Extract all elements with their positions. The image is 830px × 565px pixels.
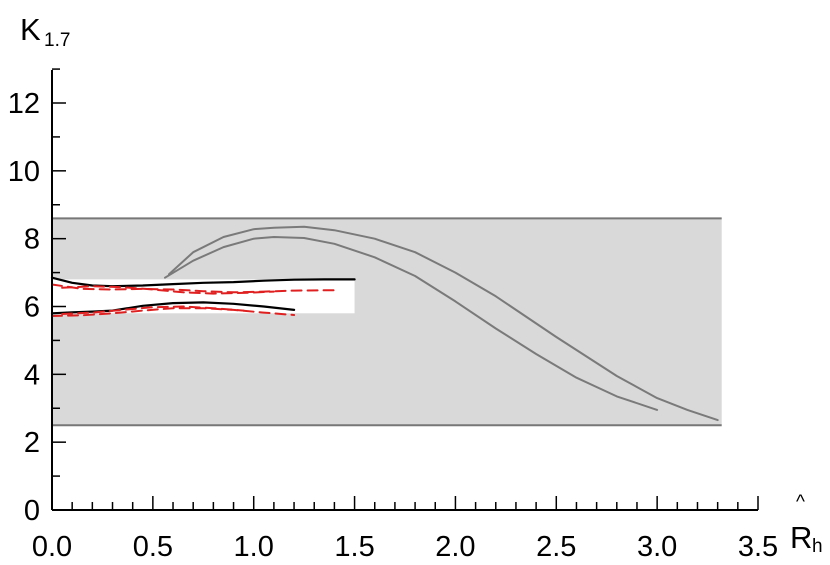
series-line-red-7 — [51, 307, 296, 317]
y-tick-label: 2 — [24, 427, 40, 459]
series-line-gray-2 — [164, 236, 659, 411]
series-line-black-3 — [50, 276, 356, 288]
x-tick-label: 2.0 — [435, 531, 475, 563]
x-axis-title: R ^ h — [790, 492, 823, 557]
series-line-gray-1 — [168, 225, 719, 422]
band-shaded — [52, 218, 722, 426]
x-tick-label: 3.5 — [738, 531, 778, 563]
x-tick-label: 2.5 — [536, 531, 576, 563]
series-line-red-8 — [61, 305, 245, 315]
x-tick-label: 0.0 — [32, 531, 72, 563]
x-tick-label: 3.0 — [637, 531, 677, 563]
series-line-red-5 — [51, 283, 336, 294]
x-axis-title-hat: ^ — [796, 492, 805, 513]
chart-bands — [52, 217, 722, 427]
y-axis-title: K 1.7 — [20, 12, 70, 51]
y-axis-title-main: K — [20, 12, 41, 47]
chart-axes — [51, 70, 758, 511]
x-tick-label: 1.0 — [234, 531, 274, 563]
x-tick-label: 0.5 — [133, 531, 173, 563]
x-tick-label: 1.5 — [334, 531, 374, 563]
y-tick-label: 10 — [8, 156, 40, 188]
series-line-red-6 — [61, 285, 275, 295]
y-tick-label: 0 — [24, 495, 40, 527]
y-tick-label: 8 — [24, 224, 40, 256]
y-tick-label: 12 — [8, 88, 40, 120]
chart-series — [50, 225, 719, 422]
y-axis-title-subscript: 1.7 — [44, 30, 70, 51]
x-axis-title-main: R — [790, 520, 812, 555]
x-axis-title-subscript: h — [812, 536, 823, 557]
y-tick-label: 6 — [24, 292, 40, 324]
chart-ticks: 0 2 4 6 8 10 12 0.0 0.5 1.0 1.5 2.0 2.5 3.0 3.5 — [8, 68, 778, 563]
y-tick-label: 4 — [24, 359, 40, 391]
series-line-black-4 — [50, 301, 296, 315]
